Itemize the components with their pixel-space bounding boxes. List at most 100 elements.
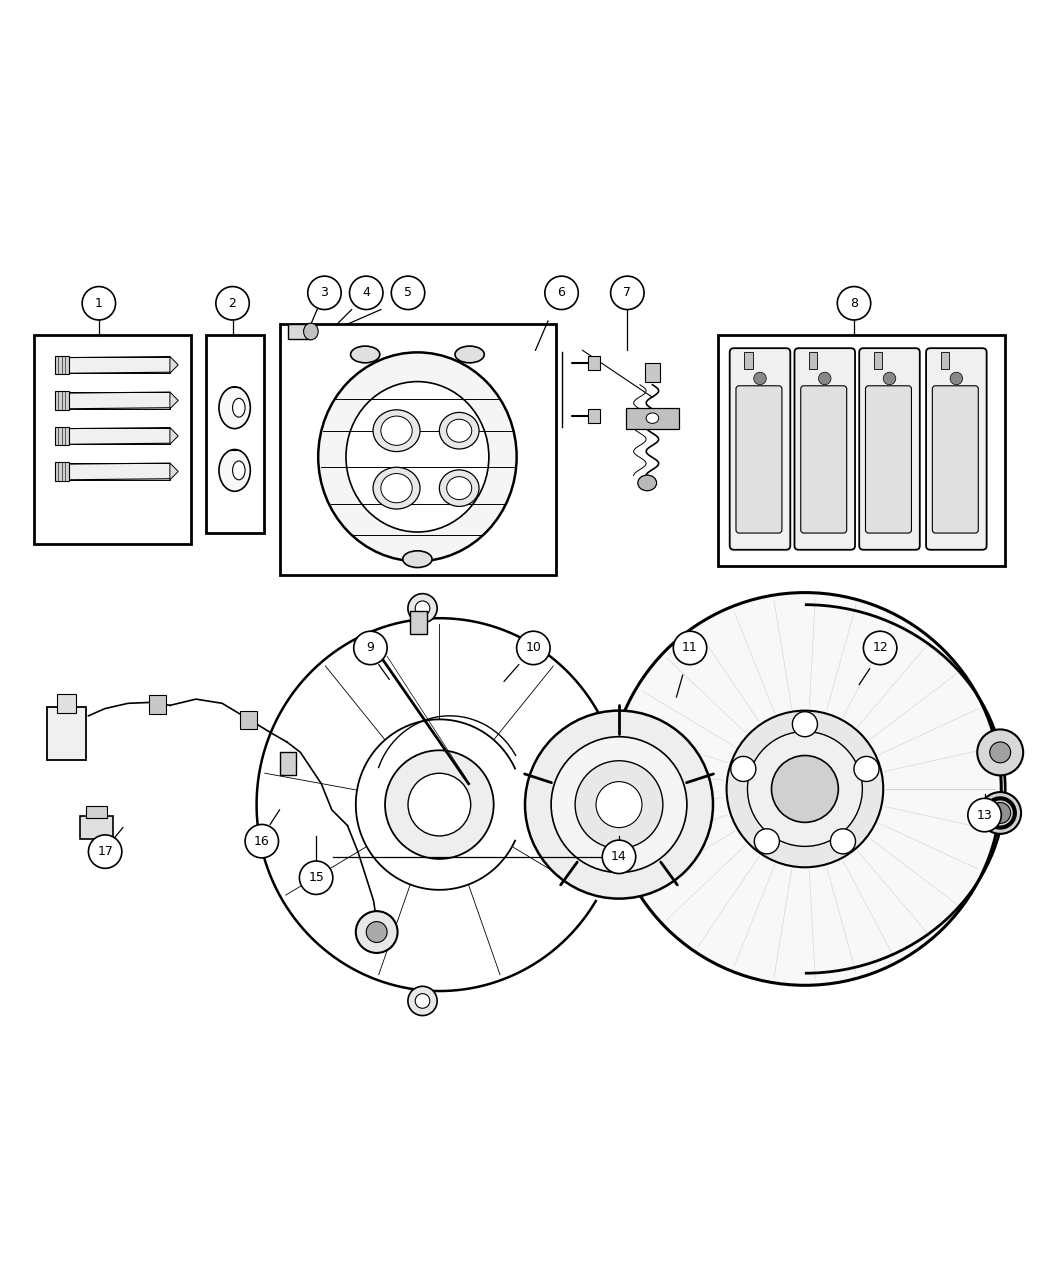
Circle shape [575, 761, 663, 848]
Circle shape [415, 601, 429, 616]
Ellipse shape [381, 416, 413, 445]
Circle shape [968, 798, 1002, 831]
Bar [67, 391, 170, 409]
Ellipse shape [373, 467, 420, 509]
Bar [207, 334, 264, 533]
Circle shape [392, 277, 425, 310]
Bar [34, 334, 191, 543]
Circle shape [408, 773, 470, 836]
Circle shape [350, 277, 383, 310]
Circle shape [978, 729, 1023, 775]
Bar [941, 352, 949, 368]
Text: 12: 12 [873, 641, 888, 654]
Text: 9: 9 [366, 641, 375, 654]
Bar [279, 324, 556, 575]
Circle shape [854, 756, 879, 782]
Bar [588, 356, 601, 370]
FancyBboxPatch shape [736, 386, 782, 533]
Circle shape [831, 829, 856, 854]
Text: 1: 1 [94, 297, 103, 310]
Text: 16: 16 [254, 835, 270, 848]
Ellipse shape [637, 476, 656, 491]
Circle shape [950, 372, 963, 385]
Bar [55, 427, 68, 445]
Circle shape [354, 631, 387, 664]
Text: 10: 10 [525, 641, 542, 654]
Ellipse shape [455, 346, 484, 363]
Bar [874, 352, 882, 368]
Circle shape [837, 287, 870, 320]
Text: 15: 15 [308, 871, 324, 885]
Ellipse shape [219, 386, 250, 428]
Bar [588, 409, 601, 423]
FancyBboxPatch shape [801, 386, 846, 533]
Text: 14: 14 [611, 850, 627, 863]
FancyBboxPatch shape [926, 348, 987, 550]
Bar [55, 356, 68, 375]
FancyBboxPatch shape [932, 386, 979, 533]
Circle shape [407, 594, 437, 623]
Text: 8: 8 [850, 297, 858, 310]
Circle shape [385, 750, 493, 859]
Ellipse shape [318, 352, 517, 561]
Text: 6: 6 [558, 287, 566, 300]
Bar [288, 324, 311, 339]
Text: 13: 13 [976, 808, 992, 821]
Circle shape [551, 737, 687, 872]
Circle shape [819, 372, 831, 385]
Circle shape [754, 829, 779, 854]
Circle shape [772, 756, 838, 822]
Circle shape [415, 993, 429, 1009]
Bar [57, 694, 76, 713]
Circle shape [407, 987, 437, 1016]
Bar [55, 391, 68, 409]
Ellipse shape [303, 323, 318, 340]
Circle shape [596, 782, 642, 827]
Circle shape [366, 922, 387, 942]
Bar [626, 408, 678, 428]
Circle shape [245, 825, 278, 858]
Text: 4: 4 [362, 287, 371, 300]
Bar [718, 334, 1006, 566]
Ellipse shape [439, 412, 479, 449]
Polygon shape [170, 463, 178, 479]
Circle shape [793, 711, 818, 737]
Bar [810, 352, 818, 368]
Ellipse shape [439, 470, 479, 506]
Bar [80, 816, 113, 839]
Circle shape [611, 277, 644, 310]
Ellipse shape [232, 398, 245, 417]
Circle shape [603, 840, 635, 873]
Circle shape [863, 631, 897, 664]
Bar [67, 463, 170, 479]
Bar [86, 806, 107, 819]
Circle shape [727, 710, 883, 867]
Circle shape [308, 277, 341, 310]
Circle shape [990, 802, 1011, 824]
Text: 3: 3 [320, 287, 329, 300]
Bar [411, 612, 426, 635]
Ellipse shape [232, 462, 245, 479]
Text: 11: 11 [682, 641, 698, 654]
Circle shape [525, 710, 713, 899]
Ellipse shape [373, 409, 420, 451]
Text: 5: 5 [404, 287, 412, 300]
Circle shape [82, 287, 116, 320]
Bar [645, 363, 659, 381]
Bar [239, 710, 256, 729]
Bar [46, 708, 86, 760]
Circle shape [980, 792, 1021, 834]
Circle shape [731, 756, 756, 782]
Bar [279, 752, 296, 775]
Circle shape [748, 732, 862, 847]
Circle shape [356, 912, 398, 952]
Text: 7: 7 [624, 287, 631, 300]
Text: 17: 17 [98, 845, 113, 858]
Ellipse shape [646, 413, 658, 423]
Bar [67, 427, 170, 444]
Ellipse shape [381, 473, 413, 502]
Circle shape [216, 287, 249, 320]
Ellipse shape [351, 346, 380, 363]
Circle shape [883, 372, 896, 385]
Polygon shape [170, 357, 178, 374]
